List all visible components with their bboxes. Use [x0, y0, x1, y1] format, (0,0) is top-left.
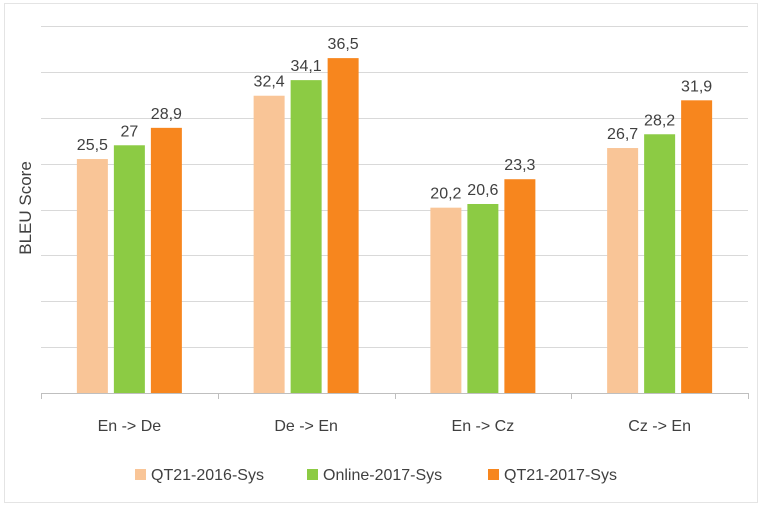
- legend-swatch: [488, 469, 499, 480]
- legend: QT21-2016-Sys Online-2017-Sys QT21-2017-Sy…: [135, 467, 617, 484]
- bar: [253, 95, 285, 393]
- data-label: 20,2: [430, 186, 461, 203]
- data-label: 32,4: [254, 74, 285, 91]
- data-label: 20,6: [467, 182, 498, 199]
- data-label: 34,1: [291, 58, 322, 75]
- legend-label: Online-2017-Sys: [323, 467, 442, 484]
- data-label: 23,3: [504, 157, 535, 174]
- value-labels: 25,5 27 28,9 32,4 34,1 36,5 20,2 20,6 23,3 26,7 28…: [77, 36, 712, 203]
- x-tick-label: En -> De: [98, 418, 162, 435]
- data-label: 27: [120, 123, 138, 140]
- bar: [644, 134, 676, 393]
- data-label: 26,7: [607, 126, 638, 143]
- legend-label: QT21-2016-Sys: [151, 467, 264, 484]
- data-label: 31,9: [681, 78, 712, 95]
- bar: [290, 80, 322, 393]
- bar: [607, 148, 639, 393]
- legend-swatch: [307, 469, 318, 480]
- bar: [113, 145, 145, 393]
- x-tick-label: En -> Cz: [452, 418, 515, 435]
- data-label: 28,9: [151, 106, 182, 123]
- legend-label: QT21-2017-Sys: [504, 467, 617, 484]
- bar: [327, 58, 359, 394]
- bars: [76, 58, 713, 394]
- data-label: 36,5: [328, 36, 359, 53]
- bar: [430, 207, 462, 393]
- legend-swatch: [135, 469, 146, 480]
- y-axis-label: BLEU Score: [16, 161, 35, 255]
- data-label: 25,5: [77, 137, 108, 154]
- bar: [504, 179, 536, 393]
- bar: [76, 159, 108, 393]
- x-tick-label: De -> En: [274, 418, 338, 435]
- bar: [681, 100, 713, 393]
- x-axis: En -> De De -> En En -> Cz Cz -> En: [41, 393, 749, 435]
- data-label: 28,2: [644, 112, 675, 129]
- x-tick-label: Cz -> En: [628, 418, 691, 435]
- gridlines: [41, 26, 748, 348]
- bar: [150, 127, 182, 393]
- bar: [467, 203, 499, 393]
